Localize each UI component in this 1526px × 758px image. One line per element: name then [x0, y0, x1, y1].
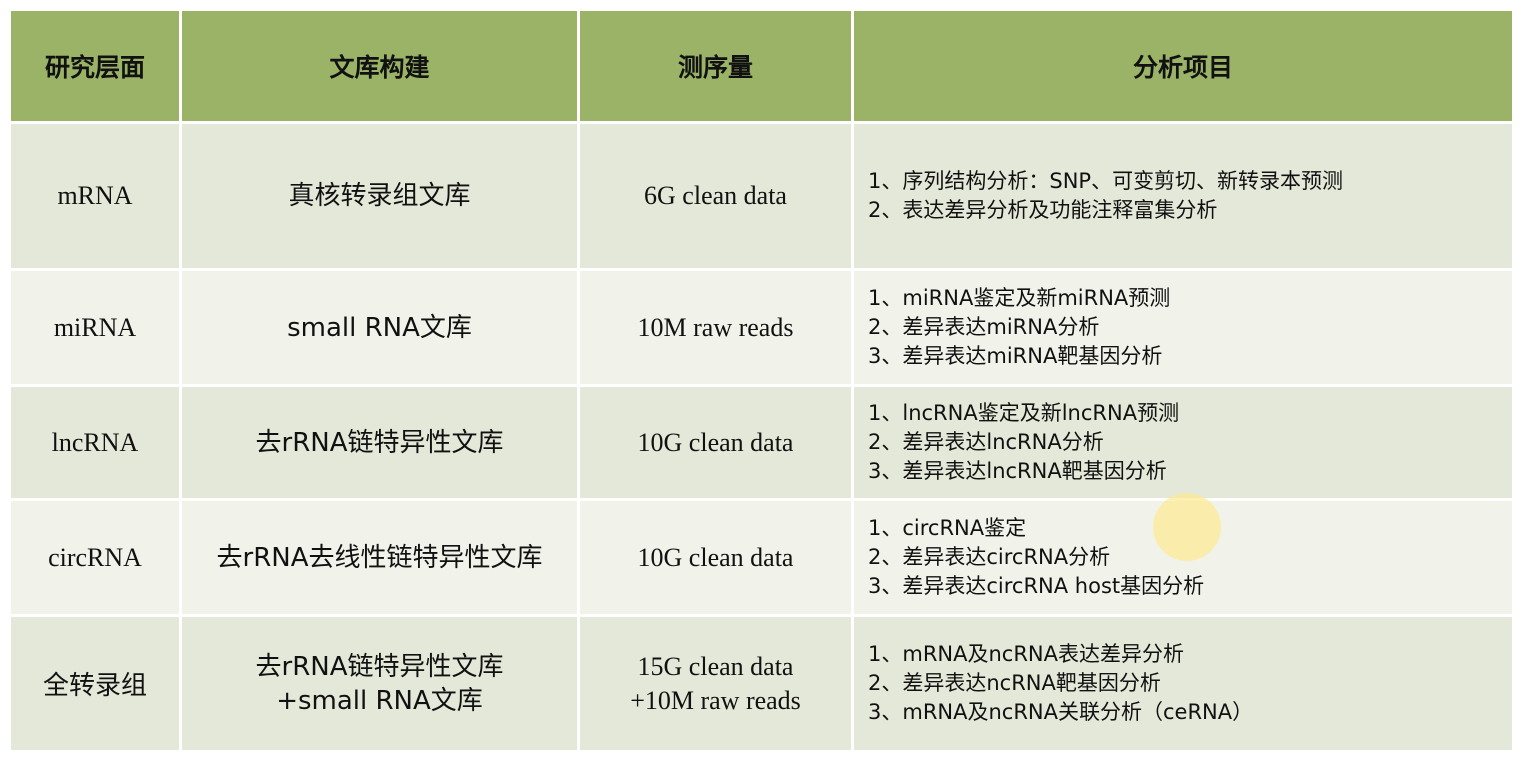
cell-analysis: 1、miRNA鉴定及新miRNA预测 2、差异表达miRNA分析 3、差异表达m… [851, 268, 1515, 387]
cell-library: 去rRNA链特异性文库 [179, 384, 580, 501]
cell-analysis: 1、序列结构分析：SNP、可变剪切、新转录本预测 2、表达差异分析及功能注释富集… [851, 121, 1515, 271]
cell-library: 真核转录组文库 [179, 121, 580, 271]
cell-library: 去rRNA去线性链特异性文库 [179, 498, 580, 617]
cell-sequencing: 10G clean data [577, 384, 854, 501]
sequencing-line: 10M raw reads [637, 312, 794, 342]
analysis-item: 1、mRNA及ncRNA表达差异分析 [868, 642, 1185, 666]
analysis-item: 2、表达差异分析及功能注释富集分析 [868, 198, 1218, 222]
analysis-item: 3、差异表达lncRNA靶基因分析 [868, 459, 1167, 483]
cell-library: small RNA文库 [179, 268, 580, 387]
table-row: lncRNA 去rRNA链特异性文库 10G clean data 1、lncR… [8, 384, 1515, 501]
cell-analysis: 1、lncRNA鉴定及新lncRNA预测 2、差异表达lncRNA分析 3、差异… [851, 384, 1515, 501]
library-line: 去rRNA去线性链特异性文库 [216, 542, 543, 573]
cell-library: 去rRNA链特异性文库 +small RNA文库 [179, 614, 580, 753]
analysis-item: 1、序列结构分析：SNP、可变剪切、新转录本预测 [868, 169, 1344, 193]
analysis-item: 3、差异表达circRNA host基因分析 [868, 574, 1205, 598]
table-row: miRNA small RNA文库 10M raw reads 1、miRNA鉴… [8, 268, 1515, 387]
cell-research-level: lncRNA [8, 384, 182, 501]
sequencing-line: 10G clean data [637, 427, 794, 457]
table-row: circRNA 去rRNA去线性链特异性文库 10G clean data 1、… [8, 498, 1515, 617]
cell-research-level: miRNA [8, 268, 182, 387]
analysis-item: 3、mRNA及ncRNA关联分析（ceRNA） [868, 700, 1254, 724]
sequencing-line: 15G clean data [637, 651, 794, 681]
analysis-item: 2、差异表达ncRNA靶基因分析 [868, 671, 1161, 695]
table-row: 全转录组 去rRNA链特异性文库 +small RNA文库 15G clean … [8, 614, 1515, 753]
header-library-construction: 文库构建 [179, 8, 580, 124]
header-research-level: 研究层面 [8, 8, 182, 124]
comparison-table: 研究层面 文库构建 测序量 分析项目 mRNA 真核转录组文库 6G clean… [8, 8, 1515, 753]
library-line: 真核转录组文库 [288, 181, 471, 211]
sequencing-line: 6G clean data [644, 181, 787, 210]
cell-sequencing: 6G clean data [577, 121, 854, 271]
cell-analysis: 1、mRNA及ncRNA表达差异分析 2、差异表达ncRNA靶基因分析 3、mR… [851, 614, 1515, 753]
cell-sequencing: 15G clean data +10M raw reads [577, 614, 854, 753]
library-line: 去rRNA链特异性文库 [255, 427, 504, 458]
analysis-item: 1、circRNA鉴定 [868, 516, 1027, 540]
library-line: +small RNA文库 [276, 685, 483, 716]
mouse-pointer-highlight [1153, 493, 1221, 561]
analysis-item: 2、差异表达miRNA分析 [868, 315, 1100, 339]
header-row: 研究层面 文库构建 测序量 分析项目 [8, 8, 1515, 124]
analysis-item: 2、差异表达circRNA分析 [868, 545, 1111, 569]
analysis-item: 3、差异表达miRNA靶基因分析 [868, 344, 1163, 368]
cell-research-level: circRNA [8, 498, 182, 617]
library-line: small RNA文库 [287, 312, 472, 343]
cell-sequencing: 10G clean data [577, 498, 854, 617]
cell-research-level: mRNA [8, 121, 182, 271]
analysis-item: 1、miRNA鉴定及新miRNA预测 [868, 286, 1171, 310]
analysis-item: 2、差异表达lncRNA分析 [868, 430, 1104, 454]
analysis-item: 1、lncRNA鉴定及新lncRNA预测 [868, 401, 1180, 425]
cell-research-level: 全转录组 [8, 614, 182, 753]
table-row: mRNA 真核转录组文库 6G clean data 1、序列结构分析：SNP、… [8, 121, 1515, 271]
sequencing-line: +10M raw reads [630, 685, 801, 715]
library-line: 去rRNA链特异性文库 [255, 651, 504, 682]
sequencing-line: 10G clean data [637, 542, 794, 572]
header-sequencing-amount: 测序量 [577, 8, 854, 124]
header-analysis-items: 分析项目 [851, 8, 1515, 124]
cell-sequencing: 10M raw reads [577, 268, 854, 387]
